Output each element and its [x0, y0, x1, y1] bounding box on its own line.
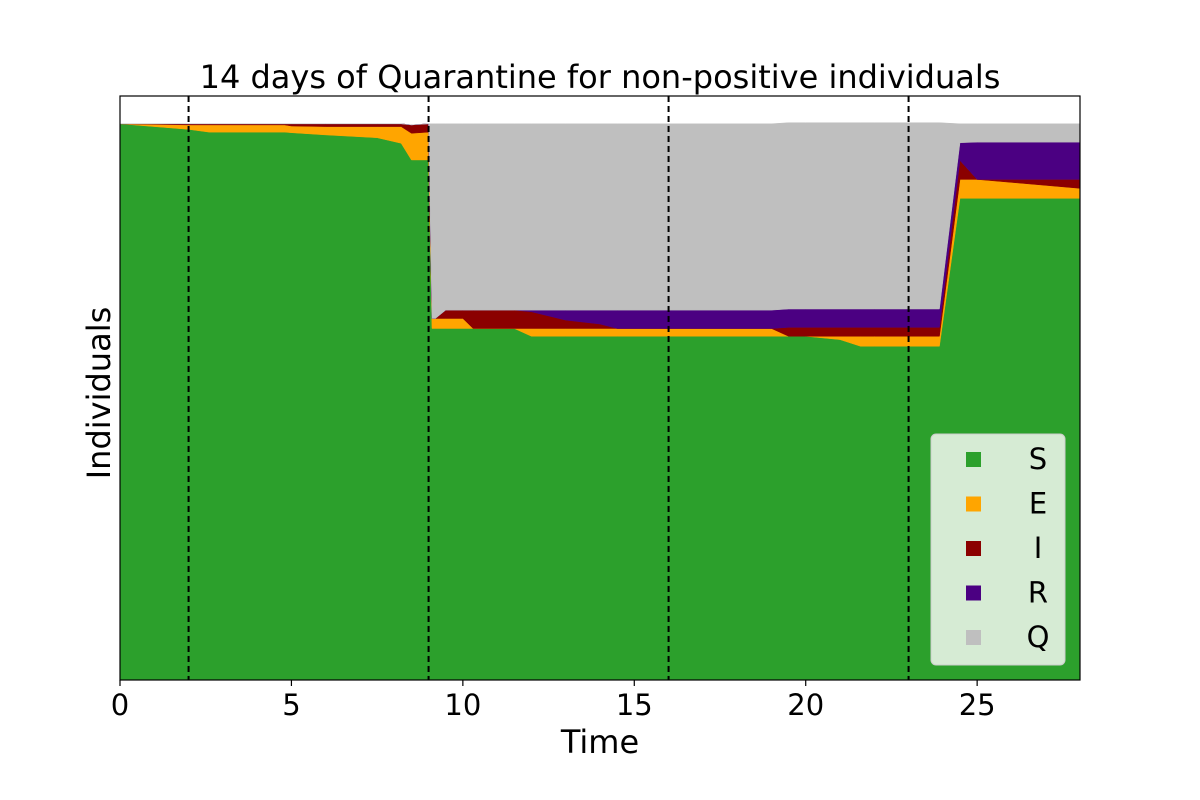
- legend-swatch-R: [966, 585, 981, 601]
- plot-frame: [119, 95, 1081, 681]
- x-tick-label-0: 0: [111, 688, 129, 722]
- legend-label-S: S: [1029, 442, 1047, 476]
- x-tick-label-10: 10: [444, 688, 481, 722]
- phase-divider-lines: [187, 96, 910, 680]
- legend-swatch-E: [966, 496, 981, 512]
- legend-label-I: I: [1034, 531, 1043, 565]
- legend-swatch-I: [966, 541, 981, 556]
- x-tick-label-25: 25: [959, 688, 996, 722]
- y-axis-label: Individuals: [80, 307, 118, 480]
- legend-swatch-S: [966, 452, 981, 467]
- legend-label-R: R: [1028, 576, 1048, 610]
- legend-swatch-Q: [966, 630, 981, 645]
- legend-label-Q: Q: [1027, 620, 1050, 654]
- legend-label-E: E: [1029, 487, 1047, 521]
- x-tick-label-5: 5: [282, 688, 300, 722]
- chart-title: 14 days of Quarantine for non-positive i…: [200, 58, 1001, 96]
- x-axis-ticks: 0 5 10 15 20 25: [111, 680, 996, 722]
- x-axis-label: Time: [560, 723, 639, 761]
- x-tick-label-20: 20: [787, 688, 824, 722]
- x-tick-label-15: 15: [616, 688, 653, 722]
- legend-box: [930, 433, 1066, 666]
- plot-area: [119, 95, 1081, 681]
